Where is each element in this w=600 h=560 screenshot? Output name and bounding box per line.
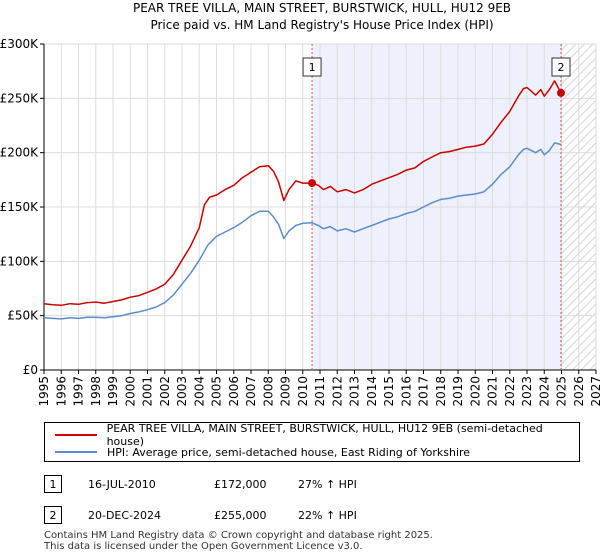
y-tick-label: £200K: [0, 146, 39, 160]
transaction-badge: 2: [44, 506, 62, 524]
x-tick-label: 2027: [589, 376, 600, 407]
transaction-row: 1 16-JUL-2010 £172,000 27% ↑ HPI: [44, 474, 444, 494]
x-tick-label: 2021: [486, 376, 500, 407]
x-tick-label: 1999: [106, 376, 120, 407]
transaction-badge: 1: [44, 475, 62, 493]
sale-point: [308, 179, 317, 188]
x-tick-label: 2023: [520, 376, 534, 407]
x-tick-label: 1998: [89, 376, 103, 407]
y-tick-label: £300K: [0, 37, 39, 51]
x-tick-label: 2012: [330, 376, 344, 407]
sale-label-box: [551, 57, 571, 77]
x-tick-label: 2022: [503, 376, 517, 407]
legend-swatch-property: [55, 434, 97, 436]
x-tick-label: 2016: [399, 376, 413, 407]
y-tick-label: £0: [23, 363, 38, 377]
footer-licence: This data is licensed under the Open Gov…: [44, 541, 363, 552]
transaction-date: 16-JUL-2010: [88, 477, 156, 491]
y-tick-label: £250K: [0, 91, 39, 105]
legend-swatch-hpi: [55, 451, 97, 453]
legend: PEAR TREE VILLA, MAIN STREET, BURSTWICK,…: [44, 422, 580, 462]
x-tick-label: 2000: [123, 376, 137, 407]
x-tick-label: 2024: [537, 376, 551, 407]
x-tick-label: 2005: [210, 376, 224, 407]
x-tick-label: 2019: [451, 376, 465, 407]
x-tick-label: 2013: [348, 376, 362, 407]
footer-copyright: Contains HM Land Registry data © Crown c…: [44, 530, 433, 541]
y-tick-label: £150K: [0, 200, 39, 214]
x-tick-label: 2001: [141, 376, 155, 407]
transaction-hpi-delta: 27% ↑ HPI: [298, 477, 357, 491]
hpi-line: [43, 142, 562, 320]
transaction-price: £172,000: [214, 477, 267, 491]
x-tick-label: 2017: [417, 376, 431, 407]
x-tick-label: 2008: [261, 376, 275, 407]
x-tick-label: 2015: [382, 376, 396, 407]
footer: Contains HM Land Registry data © Crown c…: [44, 530, 433, 552]
x-tick-label: 1997: [72, 376, 86, 407]
chart-title: PEAR TREE VILLA, MAIN STREET, BURSTWICK,…: [133, 1, 511, 15]
sale-point: [556, 88, 565, 97]
x-tick-label: 2002: [158, 376, 172, 407]
x-tick-label: 2007: [244, 376, 258, 407]
y-tick-label: £100K: [0, 254, 39, 268]
x-tick-label: 2014: [365, 376, 379, 407]
x-tick-label: 2010: [296, 376, 310, 407]
x-tick-label: 2020: [468, 376, 482, 407]
property-price-line: [43, 80, 562, 307]
x-tick-label: 2011: [313, 376, 327, 407]
x-tick-label: 2025: [555, 376, 569, 407]
legend-label-hpi: HPI: Average price, semi-detached house,…: [107, 445, 471, 459]
x-tick-label: 2009: [279, 376, 293, 407]
transaction-price: £255,000: [214, 508, 267, 522]
legend-item-property: PEAR TREE VILLA, MAIN STREET, BURSTWICK,…: [55, 422, 579, 448]
sale-label-box: [302, 57, 322, 77]
x-tick-label: 2026: [572, 376, 586, 407]
sale-label: 2: [557, 61, 564, 74]
x-tick-label: 1996: [54, 376, 68, 407]
price-chart: PEAR TREE VILLA, MAIN STREET, BURSTWICK,…: [0, 1, 600, 407]
legend-item-hpi: HPI: Average price, semi-detached house,…: [55, 444, 470, 460]
x-tick-label: 1995: [37, 376, 51, 407]
x-tick-label: 2004: [192, 376, 206, 407]
transaction-date: 20-DEC-2024: [88, 508, 162, 522]
transaction-row: 2 20-DEC-2024 £255,000 22% ↑ HPI: [44, 505, 444, 525]
chart-subtitle: Price paid vs. HM Land Registry's House …: [150, 18, 493, 32]
legend-label-property: PEAR TREE VILLA, MAIN STREET, BURSTWICK,…: [106, 422, 543, 448]
y-tick-label: £50K: [7, 309, 39, 323]
transaction-hpi-delta: 22% ↑ HPI: [298, 508, 357, 522]
x-tick-label: 2003: [175, 376, 189, 407]
x-tick-label: 2018: [434, 376, 448, 407]
x-tick-label: 2006: [227, 376, 241, 407]
sale-label: 1: [309, 61, 316, 74]
